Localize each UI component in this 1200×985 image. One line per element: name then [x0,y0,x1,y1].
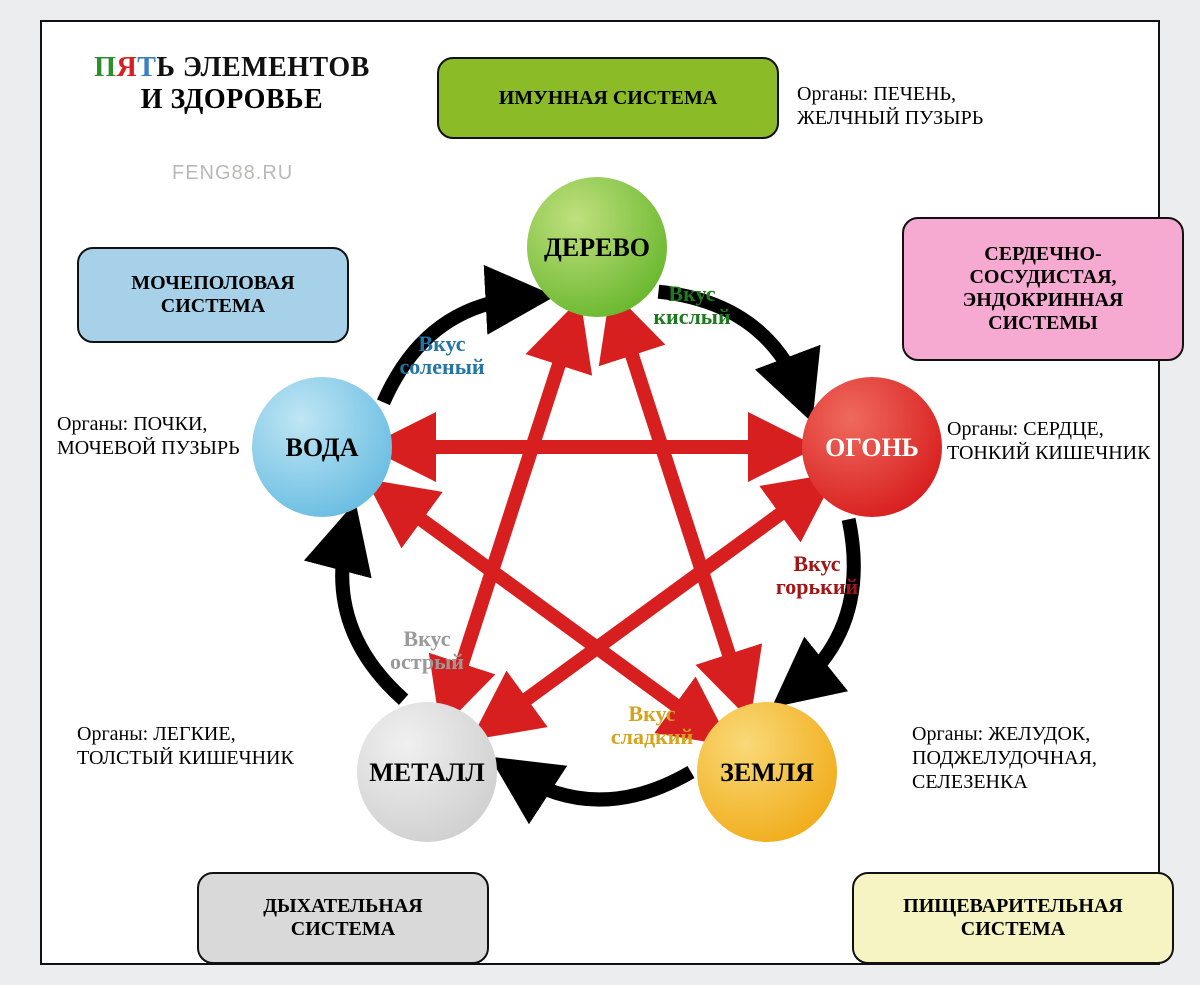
organs-fire: Органы: СЕРДЦЕ, ТОНКИЙ КИШЕЧНИК [947,417,1157,465]
organs-water: Органы: ПОЧКИ, МОЧЕВОЙ ПУЗЫРЬ [57,412,267,460]
system-box-metal: ДЫХАТЕЛЬНАЯ СИСТЕМА [197,872,489,964]
organs-label-water: Органы: [57,413,128,435]
system-box-water: МОЧЕПОЛОВАЯ СИСТЕМА [77,247,349,343]
taste-l2-earth: сладкий [611,724,693,749]
system-label-metal: ДЫХАТЕЛЬНАЯ СИСТЕМА [213,895,473,941]
organs-label-fire: Органы: [947,418,1018,440]
paper: ПЯТЬ ЭЛЕМЕНТОВ И ЗДОРОВЬЕ FENG88.RU ДЕРЕ… [40,20,1160,965]
system-label-water: МОЧЕПОЛОВАЯ СИСТЕМА [93,272,333,318]
taste-l1-earth: Вкус [628,701,675,726]
system-label-fire: СЕРДЕЧНО-СОСУДИСТАЯ, ЭНДОКРИННАЯ СИСТЕМЫ [918,243,1168,335]
organs-metal: Органы: ЛЕГКИЕ, ТОЛСТЫЙ КИШЕЧНИК [77,722,297,770]
taste-l1-fire: Вкус [793,551,840,576]
system-box-wood: ИМУННАЯ СИСТЕМА [437,57,779,139]
taste-l2-wood: кислый [653,304,730,329]
taste-fire: Вкусгорький [762,552,872,598]
taste-earth: Вкуссладкий [597,702,707,748]
system-label-earth: ПИЩЕВАРИТЕЛЬНАЯ СИСТЕМА [868,895,1158,941]
taste-wood: Вкускислый [637,282,747,328]
taste-metal: Вкусострый [372,627,482,673]
organs-label-wood: Органы: [797,83,868,105]
taste-l1-water: Вкус [418,331,465,356]
organs-label-earth: Органы: [912,723,983,745]
taste-l2-water: соленый [399,354,484,379]
taste-l1-metal: Вкус [403,626,450,651]
system-box-fire: СЕРДЕЧНО-СОСУДИСТАЯ, ЭНДОКРИННАЯ СИСТЕМЫ [902,217,1184,361]
taste-water: Вкуссоленый [387,332,497,378]
system-box-earth: ПИЩЕВАРИТЕЛЬНАЯ СИСТЕМА [852,872,1174,964]
taste-l2-metal: острый [390,649,464,674]
taste-l2-fire: горький [776,574,858,599]
taste-l1-wood: Вкус [668,281,715,306]
organs-label-metal: Органы: [77,723,148,745]
organs-wood: Органы: ПЕЧЕНЬ, ЖЕЛЧНЫЙ ПУЗЫРЬ [797,82,1047,130]
system-label-wood: ИМУННАЯ СИСТЕМА [499,87,718,110]
organs-earth: Органы: ЖЕЛУДОК, ПОДЖЕЛУДОЧНАЯ, СЕЛЕЗЕНК… [912,722,1152,794]
overlay-layer: ИМУННАЯ СИСТЕМА Органы: ПЕЧЕНЬ, ЖЕЛЧНЫЙ П… [42,22,1158,963]
